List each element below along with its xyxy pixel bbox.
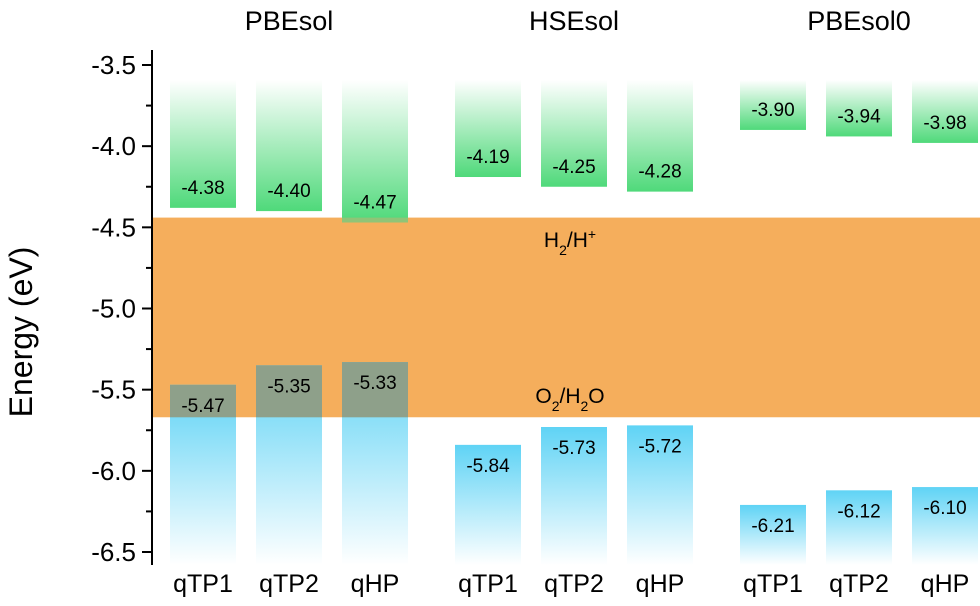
vbm-bar bbox=[826, 490, 892, 565]
category-label: qHP bbox=[636, 570, 685, 598]
cbm-bar bbox=[342, 80, 408, 223]
cbm-value-label: -3.90 bbox=[751, 100, 794, 121]
category-label: qTP2 bbox=[259, 570, 319, 598]
y-tick-label: -4.5 bbox=[91, 212, 136, 242]
cbm-value-label: -4.19 bbox=[466, 147, 509, 168]
group-title: PBEsol bbox=[245, 6, 334, 36]
cbm-value-label: -4.28 bbox=[638, 162, 681, 183]
vbm-value-label: -6.12 bbox=[837, 501, 880, 522]
category-label: qHP bbox=[921, 570, 970, 598]
vbm-bar bbox=[740, 504, 806, 565]
vbm-bar bbox=[627, 425, 693, 565]
y-tick-label: -4.0 bbox=[91, 131, 136, 161]
vbm-value-label: -5.84 bbox=[466, 456, 510, 477]
category-label: qTP1 bbox=[173, 570, 233, 598]
vbm-overlap bbox=[256, 365, 322, 418]
vbm-value-label: -6.21 bbox=[751, 516, 794, 537]
y-axis: -3.5 -4.0 -4.5 -5.0 -5.5 -6.0 -6.5 bbox=[91, 50, 153, 567]
y-tick-label: -3.5 bbox=[91, 50, 136, 80]
y-tick-label: -6.0 bbox=[91, 456, 136, 486]
cbm-value-label: -3.98 bbox=[923, 113, 966, 134]
cbm-bar bbox=[541, 80, 607, 187]
cbm-bar bbox=[170, 80, 236, 208]
vbm-value-label: -5.33 bbox=[353, 373, 396, 394]
cbm-bar bbox=[826, 80, 892, 137]
category-label: qTP1 bbox=[458, 570, 518, 598]
vbm-bar bbox=[455, 444, 521, 565]
group-title: HSEsol bbox=[529, 6, 619, 36]
cbm-value-label: -4.40 bbox=[267, 181, 310, 202]
text-layer: -4.38 -5.47 qTP1 -4.40 -5.35 qTP2 -4.47 -5.33 qH… bbox=[173, 6, 969, 598]
vbm-value-label: -6.10 bbox=[923, 498, 966, 519]
vbm-overlap bbox=[342, 362, 408, 418]
cbm-bar bbox=[256, 80, 322, 212]
category-label: qTP2 bbox=[544, 570, 604, 598]
cbm-value-label: -4.38 bbox=[181, 178, 224, 199]
category-label: qHP bbox=[351, 570, 400, 598]
category-label: qTP2 bbox=[829, 570, 889, 598]
cbm-bar bbox=[740, 80, 806, 130]
cbm-overlap bbox=[342, 217, 408, 223]
category-label: qTP1 bbox=[743, 570, 803, 598]
cbm-bar bbox=[627, 80, 693, 192]
vbm-bar bbox=[541, 427, 607, 565]
group-title: PBEsol0 bbox=[807, 6, 911, 36]
vbm-overlap bbox=[170, 384, 236, 418]
y-tick-label: -6.5 bbox=[91, 537, 136, 567]
vbm-value-label: -5.35 bbox=[267, 376, 310, 397]
cbm-value-label: -4.47 bbox=[353, 192, 396, 213]
cbm-bar bbox=[912, 80, 978, 143]
h2-h-label: H2/H+ bbox=[544, 226, 596, 258]
y-axis-title: Energy (eV) bbox=[3, 247, 39, 418]
vbm-bar bbox=[912, 487, 978, 565]
vbm-value-label: -5.72 bbox=[638, 436, 681, 457]
vbm-value-label: -5.73 bbox=[552, 438, 595, 459]
o2-h2o-label: O2/H2O bbox=[535, 385, 604, 414]
y-tick-label: -5.5 bbox=[91, 375, 136, 405]
cbm-value-label: -4.25 bbox=[552, 157, 595, 178]
cbm-bar bbox=[455, 80, 521, 178]
vbm-value-label: -5.47 bbox=[181, 396, 224, 417]
bars-layer bbox=[170, 80, 978, 565]
cbm-value-label: -3.94 bbox=[837, 106, 881, 127]
y-tick-label: -5.0 bbox=[91, 294, 136, 324]
